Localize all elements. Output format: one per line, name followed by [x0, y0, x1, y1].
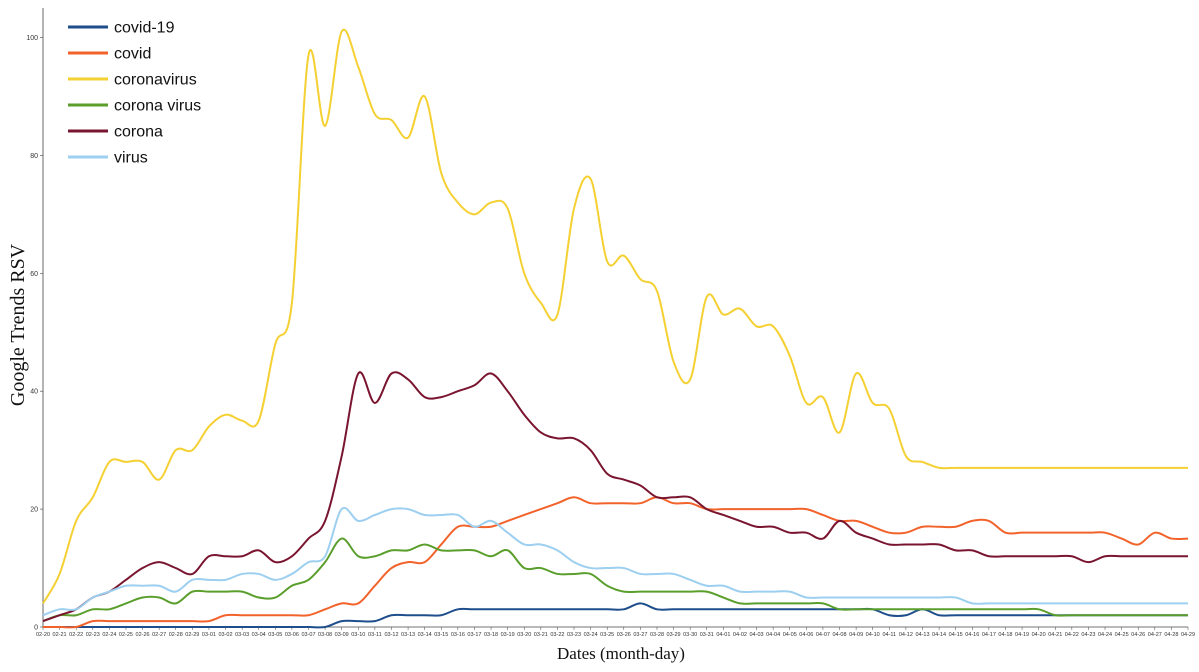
x-tick-label: 03-11 [368, 632, 382, 638]
x-tick-label: 04-26 [1131, 632, 1145, 638]
x-tick-label: 04-18 [998, 632, 1012, 638]
x-tick-label: 04-11 [882, 632, 896, 638]
x-tick-label: 04-10 [866, 632, 880, 638]
x-tick-label: 02-26 [136, 632, 150, 638]
x-tick-label: 04-07 [816, 632, 830, 638]
x-tick-label: 04-03 [750, 632, 764, 638]
x-tick-label: 03-28 [650, 632, 664, 638]
legend-label-virus: virus [114, 150, 148, 167]
x-tick-label: 04-17 [982, 632, 996, 638]
legend-label-covid: covid [114, 46, 151, 63]
series-lines [42, 28, 1189, 629]
x-tick-label: 03-14 [418, 632, 432, 638]
x-tick-label: 03-31 [700, 632, 714, 638]
x-tick-label: 02-27 [152, 632, 166, 638]
x-tick-label: 02-23 [86, 632, 100, 638]
x-tick-label: 04-25 [1115, 632, 1129, 638]
legend-label-covid-19: covid-19 [114, 20, 175, 37]
x-tick-label: 03-04 [252, 632, 266, 638]
y-axis-ticks: 0 20 40 60 80 100 [26, 35, 43, 632]
x-tick-label: 04-01 [716, 632, 730, 638]
x-tick-label: 03-03 [235, 632, 249, 638]
x-tick-label: 04-02 [733, 632, 747, 638]
x-tick-label: 03-26 [617, 632, 631, 638]
x-tick-label: 03-10 [351, 632, 365, 638]
y-tick-label: 40 [30, 389, 38, 396]
y-tick-label: 20 [30, 507, 38, 514]
x-tick-label: 04-15 [949, 632, 963, 638]
series-line-virus [42, 506, 1188, 617]
legend-label-corona-virus: corona virus [114, 98, 201, 115]
x-tick-label: 04-20 [1032, 632, 1046, 638]
x-tick-label: 03-02 [218, 632, 232, 638]
x-tick-label: 03-09 [335, 632, 349, 638]
x-tick-label: 03-30 [683, 632, 697, 638]
x-tick-label: 04-23 [1081, 632, 1095, 638]
x-tick-label: 04-13 [915, 632, 929, 638]
x-tick-label: 03-05 [268, 632, 282, 638]
x-tick-label: 03-20 [517, 632, 531, 638]
x-tick-label: 04-08 [832, 632, 846, 638]
x-tick-label: 04-24 [1098, 632, 1112, 638]
x-tick-label: 04-16 [965, 632, 979, 638]
x-tick-label: 04-04 [766, 632, 780, 638]
series-line-covid [43, 496, 1189, 629]
x-axis-label: Dates (month-day) [557, 644, 685, 663]
x-tick-label: 04-27 [1148, 632, 1162, 638]
x-tick-label: 02-24 [102, 632, 116, 638]
x-tick-label: 04-29 [1181, 632, 1195, 638]
x-tick-label: 04-21 [1048, 632, 1062, 638]
x-tick-label: 03-24 [584, 632, 598, 638]
x-tick-label: 03-08 [318, 632, 332, 638]
x-tick-label: 02-22 [69, 632, 83, 638]
legend-label-coronavirus: coronavirus [114, 72, 197, 89]
y-tick-label: 100 [26, 35, 38, 42]
x-axis-ticks: 02-20 02-21 02-22 02-23 02-24 02-25 02-26 02-27… [36, 627, 1195, 638]
x-tick-label: 03-29 [667, 632, 681, 638]
series-line-coronavirus [42, 28, 1188, 604]
x-tick-label: 03-07 [301, 632, 315, 638]
x-tick-label: 03-25 [600, 632, 614, 638]
x-tick-label: 04-28 [1164, 632, 1178, 638]
x-tick-label: 02-29 [185, 632, 199, 638]
x-tick-label: 03-12 [384, 632, 398, 638]
x-tick-label: 03-18 [484, 632, 498, 638]
x-tick-label: 02-20 [36, 632, 50, 638]
series-line-corona-virus [42, 537, 1188, 623]
x-tick-label: 02-25 [119, 632, 133, 638]
x-tick-label: 04-19 [1015, 632, 1029, 638]
x-tick-label: 03-22 [550, 632, 564, 638]
x-tick-label: 03-15 [434, 632, 448, 638]
x-tick-label: 02-21 [53, 632, 67, 638]
x-tick-label: 04-22 [1065, 632, 1079, 638]
y-tick-label: 60 [30, 271, 38, 278]
x-tick-label: 03-13 [401, 632, 415, 638]
x-tick-label: 04-05 [783, 632, 797, 638]
x-tick-label: 03-01 [202, 632, 216, 638]
x-tick-label: 03-21 [534, 632, 548, 638]
x-tick-label: 04-12 [899, 632, 913, 638]
legend-label-corona: corona [114, 124, 163, 141]
x-tick-label: 03-06 [285, 632, 299, 638]
x-tick-label: 03-23 [567, 632, 581, 638]
x-tick-label: 03-16 [451, 632, 465, 638]
x-tick-label: 03-17 [467, 632, 481, 638]
series-line-covid-19 [43, 602, 1188, 629]
x-tick-label: 03-27 [633, 632, 647, 638]
x-tick-label: 02-28 [169, 632, 183, 638]
y-tick-label: 80 [30, 153, 38, 160]
y-axis-label: Google Trends RSV [7, 243, 29, 406]
series-line-corona [42, 371, 1188, 623]
x-tick-label: 04-14 [932, 632, 946, 638]
x-tick-label: 04-09 [849, 632, 863, 638]
x-tick-label: 04-06 [799, 632, 813, 638]
x-tick-label: 03-19 [501, 632, 515, 638]
y-tick-label: 0 [34, 625, 38, 632]
